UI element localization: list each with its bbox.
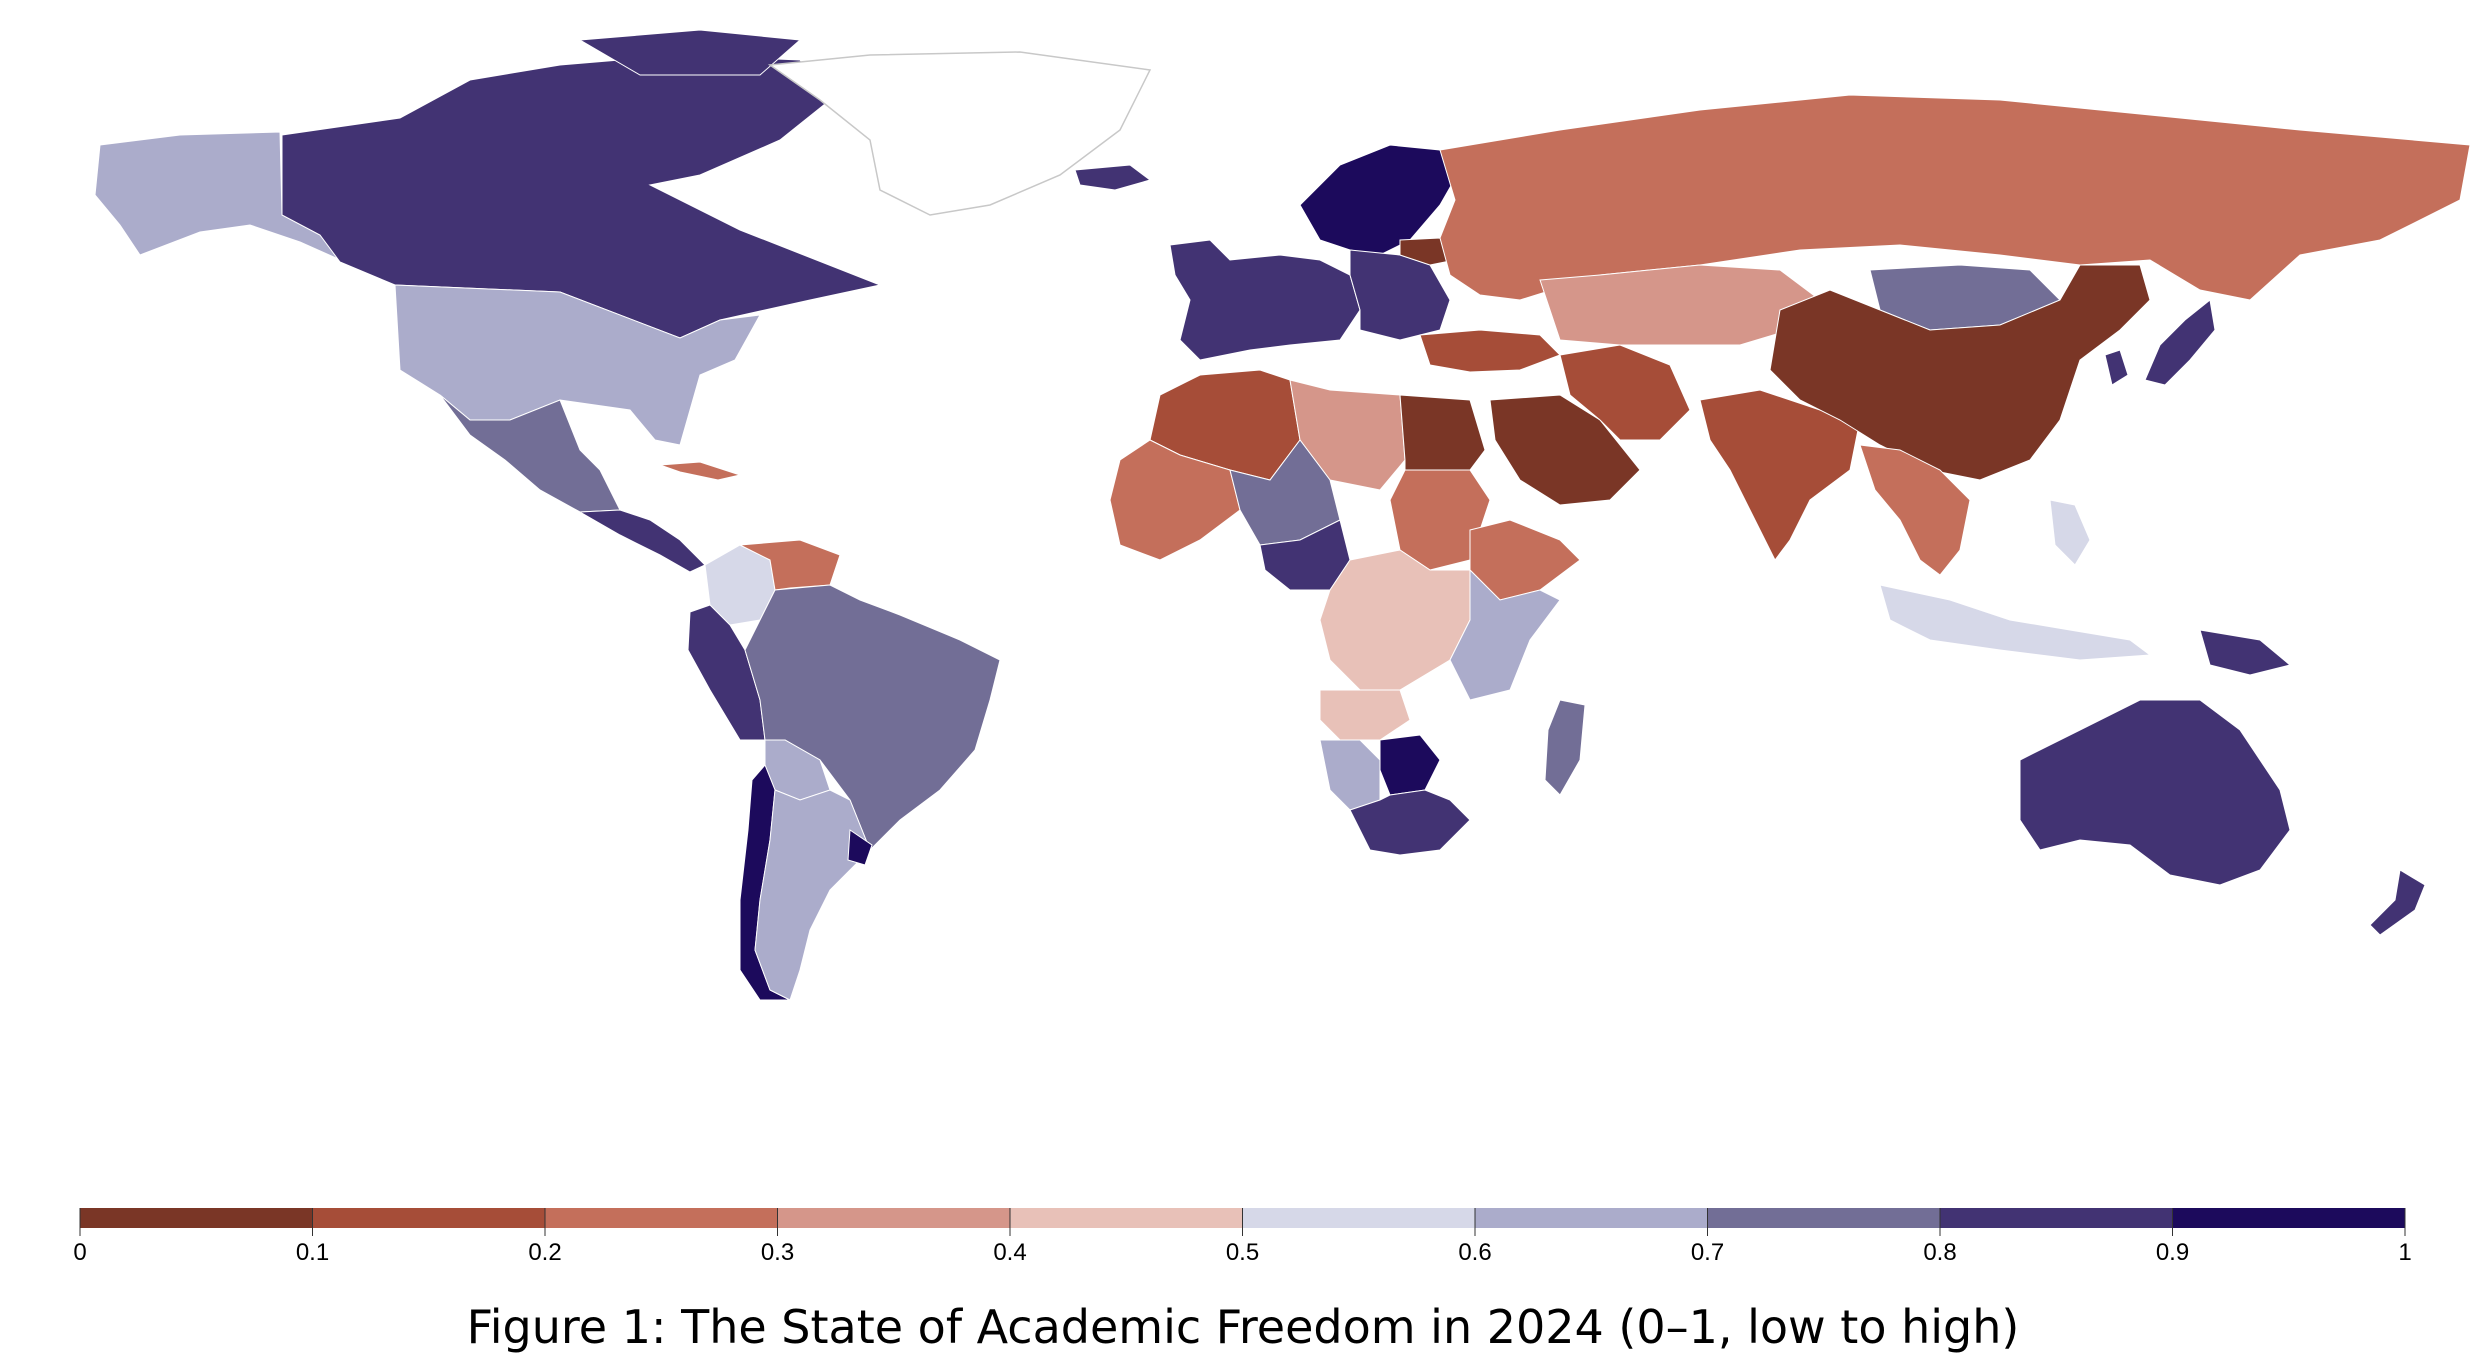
legend-bin [312,1208,545,1228]
region-china [1769,264,2151,481]
region-iceland [1074,164,1152,191]
legend-ticks: 0 0.1 0.2 0.3 0.4 0.5 0.6 0.7 0.8 0.9 1 [73,1208,2412,1266]
legend-bins [80,1208,2405,1228]
region-cuba [659,461,742,481]
region-mexico [439,394,621,513]
region-alaska [94,131,346,263]
legend-bin [2172,1208,2405,1228]
legend-bin [80,1208,313,1228]
region-central-america [578,509,706,573]
region-western-europe [1169,239,1361,361]
region-turkey [1419,329,1561,373]
region-madagascar [1544,699,1586,796]
legend-tick-label: 0.9 [2156,1239,2189,1266]
legend-tick-label: 0.1 [296,1239,329,1266]
region-south-africa [1349,789,1471,856]
region-east-africa [1449,568,1561,701]
region-india [1699,389,1861,561]
region-saudi-arabia [1489,394,1641,506]
region-new-zealand [2369,869,2426,936]
legend-tick-label: 0.4 [993,1239,1026,1266]
legend-tick-label: 0.6 [1458,1239,1491,1266]
legend-tick-label: 0.2 [528,1239,561,1266]
region-egypt [1399,394,1486,471]
legend-tick-label: 1 [2398,1239,2411,1266]
region-argentina [754,789,871,1001]
legend-bin [1242,1208,1475,1228]
legend-bin [1707,1208,1940,1228]
region-philippines [2049,499,2091,566]
region-belarus [1399,237,1456,266]
color-scale-legend: 0 0.1 0.2 0.3 0.4 0.5 0.6 0.7 0.8 0.9 1 [73,1208,2412,1266]
region-scandinavia [1299,144,1461,256]
region-sudan [1389,469,1491,571]
region-papua-new-guinea [2199,629,2292,676]
legend-bin [1475,1208,1708,1228]
figure-caption: Figure 1: The State of Academic Freedom … [466,1300,2020,1354]
region-angola [1319,689,1411,741]
region-australia [2019,699,2291,886]
region-uruguay [847,829,873,866]
region-japan [2144,299,2216,386]
region-iran [1559,344,1691,441]
region-indonesia [1879,584,2152,661]
region-canada-islands [578,29,802,76]
region-namibia [1319,739,1381,811]
region-central-africa [1319,549,1471,691]
legend-tick-label: 0.8 [1923,1239,1956,1266]
legend-tick-label: 0.7 [1691,1239,1724,1266]
legend-tick-label: 0.3 [761,1239,794,1266]
region-botswana [1379,734,1441,796]
region-russia [1439,94,2471,301]
legend-tick-label: 0.5 [1226,1239,1259,1266]
region-canada [281,54,882,339]
region-west-africa [1109,439,1241,561]
region-southeast-asia [1859,444,1971,576]
region-korea [2104,349,2129,386]
world-choropleth-map [94,29,2471,1001]
legend-bin [545,1208,778,1228]
legend-tick-label: 0 [73,1239,86,1266]
legend-bin [1940,1208,2173,1228]
legend-bin [777,1208,1010,1228]
region-greenland [767,51,1152,216]
legend-bin [1010,1208,1243,1228]
